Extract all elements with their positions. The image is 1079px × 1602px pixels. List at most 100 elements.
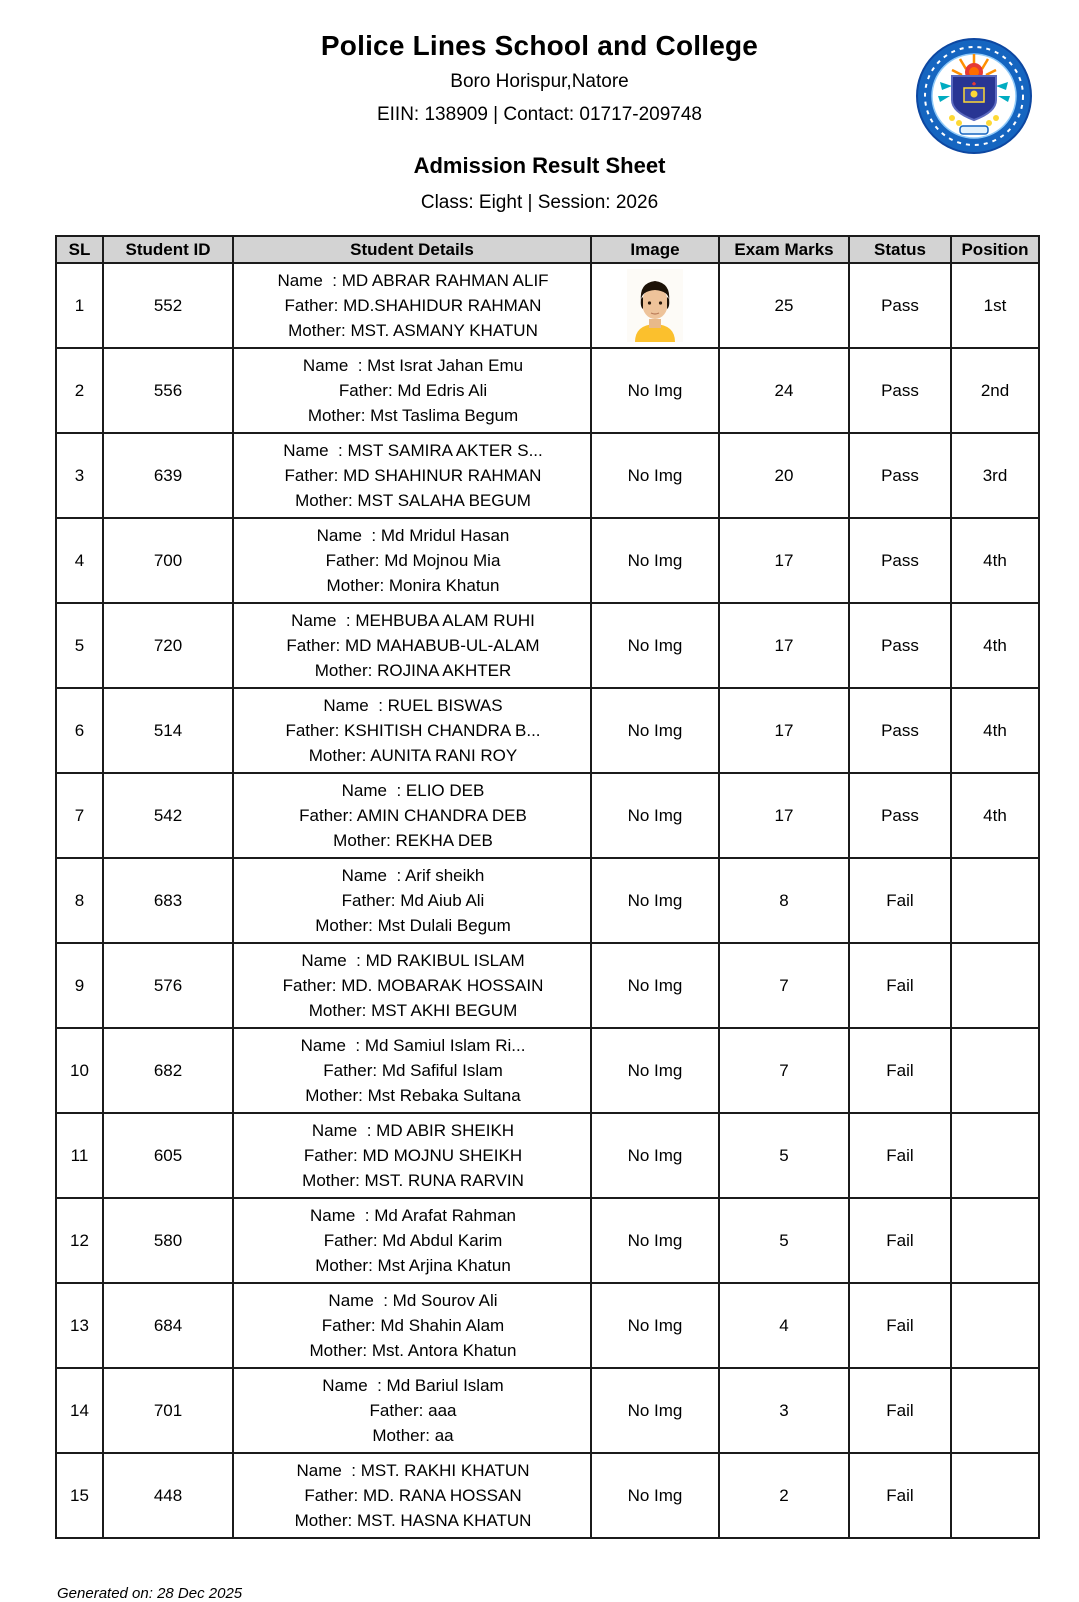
no-image-label: No Img [627,1145,683,1165]
name-label: Name : [328,1291,393,1310]
status-cell: Pass [848,517,952,604]
position-cell [950,1027,1040,1114]
mother-name-line: Mother: Mst Dulali Begum [242,913,584,938]
mother-label: Mother: [307,406,371,425]
mother-name: Mst Dulali Begum [377,916,511,935]
status-cell: Pass [848,262,952,349]
sl-cell: 2 [55,347,104,434]
no-image-label: No Img [627,1315,683,1335]
student-name: Md Bariul Islam [386,1376,504,1395]
student-name-line: Name : RUEL BISWAS [242,693,584,718]
exam-marks-cell: 5 [718,1197,850,1284]
student-details-cell: Name : Arif sheikh Father: Md Aiub Ali M… [232,857,592,944]
student-name: Md Mridul Hasan [380,526,510,545]
image-cell: No Img [590,1367,720,1454]
father-label: Father: [341,891,401,910]
mother-name-line: Mother: Mst Arjina Khatun [242,1253,584,1278]
no-image-label: No Img [627,1060,683,1080]
student-name: MD ABRAR RAHMAN ALIF [341,271,549,290]
status-cell: Pass [848,432,952,519]
name-label: Name : [283,441,348,460]
student-name-line: Name : ELIO DEB [242,778,584,803]
column-header-student-id: Student ID [102,235,234,264]
table-row: 14 701 Name : Md Bariul Islam Father: aa… [55,1367,1040,1454]
student-details-cell: Name : Md Arafat Rahman Father: Md Abdul… [232,1197,592,1284]
student-name-line: Name : MST. RAKHI KHATUN [242,1458,584,1483]
table-row: 7 542 Name : ELIO DEB Father: AMIN CHAND… [55,772,1040,859]
status-cell: Fail [848,857,952,944]
father-label: Father: [286,636,345,655]
mother-name: Mst Rebaka Sultana [367,1086,521,1105]
mother-label: Mother: [288,321,351,340]
student-name-line: Name : Md Bariul Islam [242,1373,584,1398]
name-label: Name : [341,781,406,800]
table-row: 1 552 Name : MD ABRAR RAHMAN ALIF Father… [55,262,1040,349]
student-id-cell: 684 [102,1282,234,1369]
father-name-line: Father: Md Safiful Islam [242,1058,584,1083]
column-header-status: Status [848,235,952,264]
mother-name: Mst Taslima Begum [370,406,519,425]
sl-cell: 8 [55,857,104,944]
father-name-line: Father: MD.SHAHIDUR RAHMAN [242,293,584,318]
sl-cell: 15 [55,1452,104,1539]
student-name-line: Name : Arif sheikh [242,863,584,888]
mother-name-line: Mother: AUNITA RANI ROY [242,743,584,768]
name-label: Name : [302,356,368,375]
father-label: Father: [325,551,385,570]
father-label: Father: [299,806,357,825]
mother-name-line: Mother: REKHA DEB [242,828,584,853]
position-cell [950,1282,1040,1369]
mother-label: Mother: [372,1426,435,1445]
image-cell: No Img [590,687,720,774]
student-name: MD RAKIBUL ISLAM [365,951,525,970]
student-id-cell: 701 [102,1367,234,1454]
student-id-cell: 605 [102,1112,234,1199]
father-name-line: Father: Md Edris Ali [242,378,584,403]
name-label: Name : [316,526,381,545]
sl-cell: 6 [55,687,104,774]
mother-label: Mother: [295,491,358,510]
student-details-cell: Name : MD RAKIBUL ISLAM Father: MD. MOBA… [232,942,592,1029]
mother-name: MST AKHI BEGUM [371,1001,518,1020]
father-label: Father: [282,976,342,995]
student-name-line: Name : MD RAKIBUL ISLAM [242,948,584,973]
mother-name: REKHA DEB [395,831,493,850]
no-image-label: No Img [627,975,683,995]
mother-label: Mother: [294,1511,357,1530]
status-cell: Fail [848,1452,952,1539]
exam-marks-cell: 17 [718,687,850,774]
father-name-line: Father: AMIN CHANDRA DEB [242,803,584,828]
student-details-cell: Name : MST SAMIRA AKTER S... Father: MD … [232,432,592,519]
column-header-image: Image [590,235,720,264]
sl-cell: 4 [55,517,104,604]
father-name-line: Father: MD SHAHINUR RAHMAN [242,463,584,488]
mother-name: Mst Arjina Khatun [377,1256,511,1275]
student-id-cell: 556 [102,347,234,434]
name-label: Name : [310,1206,375,1225]
student-details-cell: Name : ELIO DEB Father: AMIN CHANDRA DEB… [232,772,592,859]
eiin-contact-line: EIIN: 138909 | Contact: 01717-209748 [376,104,702,125]
student-details-cell: Name : RUEL BISWAS Father: KSHITISH CHAN… [232,687,592,774]
mother-name-line: Mother: Mst Rebaka Sultana [242,1083,584,1108]
image-cell: No Img [590,432,720,519]
student-details-cell: Name : MD ABIR SHEIKH Father: MD MOJNU S… [232,1112,592,1199]
position-cell: 1st [950,262,1040,349]
column-header-exam-marks: Exam Marks [718,235,850,264]
mother-label: Mother: [326,576,389,595]
student-details-cell: Name : Md Sourov Ali Father: Md Shahin A… [232,1282,592,1369]
mother-name: ROJINA AKHTER [377,661,512,680]
student-name-line: Name : MEHBUBA ALAM RUHI [242,608,584,633]
father-label: Father: [284,466,344,485]
student-name: Arif sheikh [404,866,485,885]
father-name-line: Father: Md Mojnou Mia [242,548,584,573]
table-row: 11 605 Name : MD ABIR SHEIKH Father: MD … [55,1112,1040,1199]
exam-marks-cell: 5 [718,1112,850,1199]
father-label: Father: [369,1401,429,1420]
student-name: MEHBUBA ALAM RUHI [355,611,535,630]
mother-name: MST. HASNA KHATUN [356,1511,532,1530]
father-name-line: Father: MD. RANA HOSSAN [242,1483,584,1508]
mother-name: MST SALAHA BEGUM [357,491,531,510]
student-details-cell: Name : Md Bariul Islam Father: aaa Mothe… [232,1367,592,1454]
father-name-line: Father: KSHITISH CHANDRA B... [242,718,584,743]
sl-cell: 12 [55,1197,104,1284]
